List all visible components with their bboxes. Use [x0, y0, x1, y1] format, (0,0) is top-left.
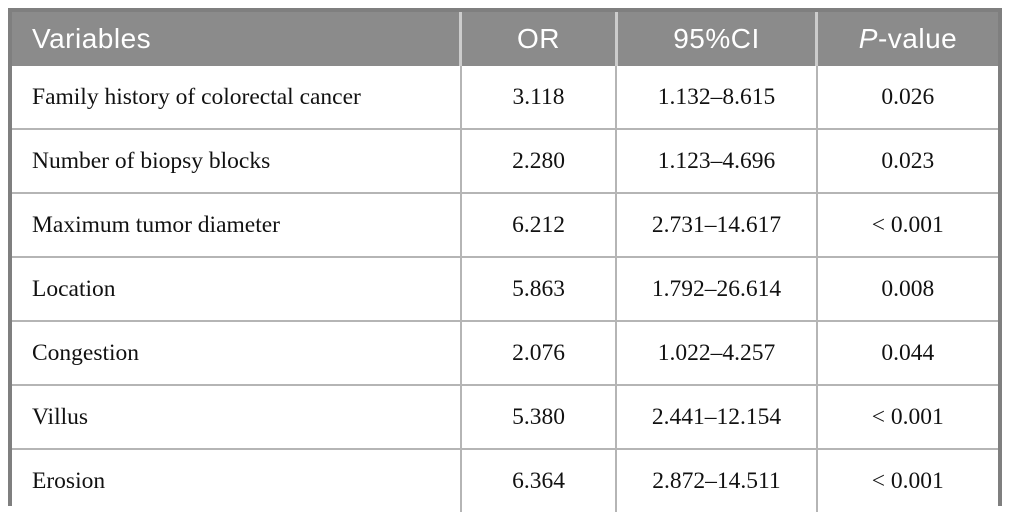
- cell-p: 0.008: [816, 256, 998, 321]
- cell-p: < 0.001: [816, 448, 998, 512]
- header-variables: Variables: [12, 12, 463, 66]
- cell-ci: 1.123–4.696: [616, 128, 818, 193]
- cell-p: 0.044: [816, 320, 998, 385]
- results-table: Variables OR 95%CI P-value Family histor…: [12, 12, 998, 512]
- cell-ci: 1.022–4.257: [616, 320, 818, 385]
- table-header-row: Variables OR 95%CI P-value: [12, 12, 998, 66]
- cell-p: 0.023: [816, 128, 998, 193]
- table-row: Villus 5.380 2.441–12.154 < 0.001: [12, 384, 998, 449]
- table-row: Erosion 6.364 2.872–14.511 < 0.001: [12, 448, 998, 512]
- cell-variable: Location: [12, 256, 462, 321]
- cell-p: 0.026: [816, 66, 998, 129]
- cell-variable: Villus: [12, 384, 462, 449]
- cell-ci: 2.441–12.154: [616, 384, 818, 449]
- header-or: OR: [460, 12, 618, 66]
- table-row: Family history of colorectal cancer 3.11…: [12, 66, 998, 129]
- cell-variable: Number of biopsy blocks: [12, 128, 462, 193]
- cell-p: < 0.001: [816, 384, 998, 449]
- cell-or: 3.118: [460, 66, 618, 129]
- cell-variable: Maximum tumor diameter: [12, 192, 462, 257]
- header-p-value: P-value: [816, 12, 998, 66]
- cell-or: 6.364: [460, 448, 618, 512]
- cell-variable: Erosion: [12, 448, 462, 512]
- cell-or: 6.212: [460, 192, 618, 257]
- cell-or: 5.863: [460, 256, 618, 321]
- header-95ci: 95%CI: [616, 12, 819, 66]
- cell-ci: 1.132–8.615: [616, 66, 818, 129]
- p-rest: -value: [877, 23, 958, 54]
- cell-ci: 2.872–14.511: [616, 448, 818, 512]
- cell-or: 2.280: [460, 128, 618, 193]
- cell-ci: 1.792–26.614: [616, 256, 818, 321]
- table-row: Maximum tumor diameter 6.212 2.731–14.61…: [12, 192, 998, 257]
- cell-or: 5.380: [460, 384, 618, 449]
- cell-or: 2.076: [460, 320, 618, 385]
- table-row: Location 5.863 1.792–26.614 0.008: [12, 256, 998, 321]
- multivariate-results-table: Variables OR 95%CI P-value Family histor…: [8, 8, 1002, 512]
- cell-ci: 2.731–14.617: [616, 192, 818, 257]
- p-italic: P: [858, 23, 878, 54]
- cell-p: < 0.001: [816, 192, 998, 257]
- cell-variable: Family history of colorectal cancer: [12, 66, 462, 129]
- cell-variable: Congestion: [12, 320, 462, 385]
- table-row: Number of biopsy blocks 2.280 1.123–4.69…: [12, 128, 998, 193]
- table-row: Congestion 2.076 1.022–4.257 0.044: [12, 320, 998, 385]
